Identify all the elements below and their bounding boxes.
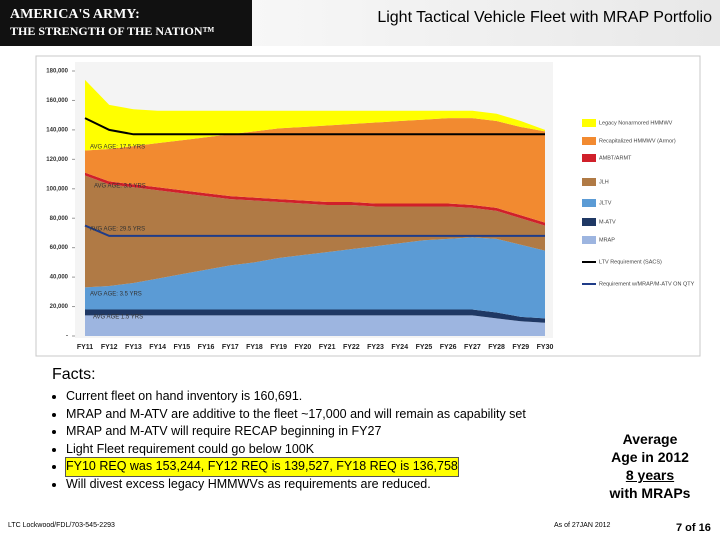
x-tick-label: FY15 <box>173 344 190 351</box>
legend-label: JLH <box>599 179 609 185</box>
legend-label: LTV Requirement (SACS) <box>599 259 662 265</box>
y-tick-label: 40,000 <box>50 275 69 281</box>
logo-line: THE STRENGTH OF THE NATION™ <box>10 24 215 38</box>
legend-label: Requirement w/MRAP/M-ATV ON QTY <box>599 281 695 287</box>
callout-line: Age in 2012 <box>611 449 689 465</box>
annotation: AVG AGE: 17.5 YRS <box>90 145 145 151</box>
y-tick-label: 100,000 <box>46 186 68 192</box>
x-tick-label: FY11 <box>77 344 93 351</box>
x-tick-label: FY30 <box>537 344 554 351</box>
y-tick-label: 120,000 <box>46 157 68 163</box>
logo-line: AMERICA'S ARMY: <box>10 7 140 22</box>
legend-label: Legacy Nonarmored HMMWV <box>599 120 673 126</box>
x-tick-label: FY16 <box>198 344 215 351</box>
y-tick-label: 80,000 <box>50 216 69 222</box>
x-tick-label: FY29 <box>512 344 529 351</box>
area <box>85 237 545 319</box>
x-tick-label: FY13 <box>125 344 142 351</box>
area <box>85 118 545 223</box>
x-tick-label: FY28 <box>488 344 505 351</box>
legend-label: AMBT/ARMT <box>599 155 632 161</box>
x-tick-label: FY18 <box>246 344 263 351</box>
fact-item: MRAP and M-ATV are additive to the fleet… <box>66 406 536 424</box>
legend-swatch <box>582 178 596 186</box>
facts-list: Current fleet on hand inventory is 160,6… <box>52 388 536 493</box>
page-number: 7 of 16 <box>676 522 711 534</box>
x-tick-label: FY23 <box>367 344 384 351</box>
line <box>84 224 545 237</box>
facts-title: Facts: <box>52 366 96 383</box>
legend-label: M-ATV <box>599 219 616 225</box>
annotation: AVG AGE: 29.5 YRS <box>90 227 145 233</box>
y-tick-label: 20,000 <box>50 304 69 310</box>
x-tick-label: FY26 <box>440 344 457 351</box>
fact-item: Current fleet on hand inventory is 160,6… <box>66 388 536 406</box>
y-tick-label: 60,000 <box>50 245 69 251</box>
footer-contact: LTC Lockwood/FDL/703-545-2293 <box>8 522 115 529</box>
legend-label: Recapitalized HMMWV (Armor) <box>599 138 676 144</box>
legend-swatch <box>582 199 596 207</box>
footer-date: As of 27JAN 2012 <box>554 522 611 529</box>
annotation: AVG AGE: 3.5 YRS <box>90 292 142 298</box>
callout-line: with MRAPs <box>609 485 691 501</box>
legend-swatch <box>582 154 596 162</box>
x-tick-label: FY12 <box>101 344 118 351</box>
x-tick-label: FY25 <box>416 344 433 351</box>
fact-item: MRAP and M-ATV will require RECAP beginn… <box>66 423 536 441</box>
legend-swatch <box>582 218 596 226</box>
callout: Average Age in 2012 8 years with MRAPs <box>590 430 710 502</box>
x-tick-label: FY22 <box>343 344 360 351</box>
legend-swatch <box>582 137 596 145</box>
area <box>85 309 545 323</box>
annotation: AVG AGE: 3.5 YRS <box>94 184 146 190</box>
x-tick-label: FY17 <box>222 344 239 351</box>
logo-band <box>0 0 252 46</box>
legend-label: JLTV <box>599 200 612 206</box>
x-tick-label: FY20 <box>295 344 312 351</box>
x-tick-label: FY24 <box>391 344 408 351</box>
x-tick-label: FY27 <box>464 344 481 351</box>
fact-item: FY10 REQ was 153,244, FY12 REQ is 139,52… <box>65 457 459 477</box>
y-tick-label: 160,000 <box>46 98 68 104</box>
callout-line: 8 years <box>625 467 675 483</box>
fact-item: Light Fleet requirement could go below 1… <box>66 441 536 459</box>
y-tick-label: 140,000 <box>46 127 68 133</box>
x-tick-label: FY21 <box>319 344 336 351</box>
x-tick-label: FY19 <box>270 344 287 351</box>
legend-label: MRAP <box>599 237 615 243</box>
fact-item: Will divest excess legacy HMMWVs as requ… <box>66 476 536 494</box>
area <box>85 79 545 151</box>
legend-swatch <box>582 119 596 127</box>
line <box>84 117 545 136</box>
annotation: AVG AGE 1.5 YRS <box>93 315 143 321</box>
x-tick-label: FY14 <box>149 344 166 351</box>
y-tick-label: 180,000 <box>46 69 68 75</box>
legend-swatch <box>582 236 596 244</box>
y-tick-label: - <box>66 334 68 340</box>
area <box>85 315 545 336</box>
callout-line: Average <box>622 431 678 447</box>
area <box>85 175 545 288</box>
slide-title: Light Tactical Vehicle Fleet with MRAP P… <box>377 9 712 26</box>
